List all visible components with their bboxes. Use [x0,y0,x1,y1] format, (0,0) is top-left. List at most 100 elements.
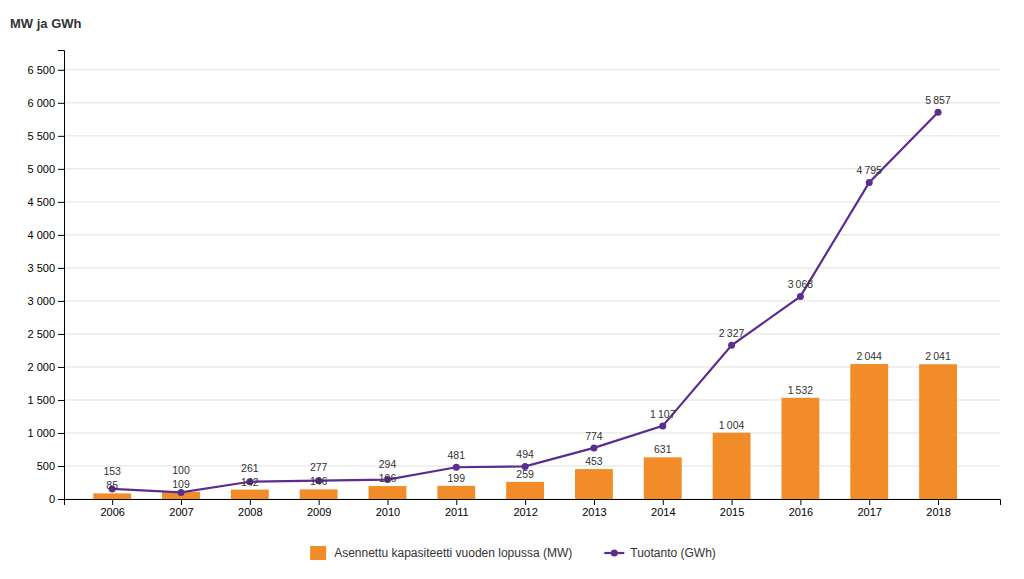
tick-mark [387,499,388,505]
tick-label: 2016 [789,506,813,518]
tick-mark [58,268,64,269]
data-label: 1 532 [788,384,814,396]
tick-label: 500 [37,460,55,472]
tick: 2007 [169,499,193,518]
tick-mark [938,499,939,505]
marker [797,293,804,300]
tick: 2009 [307,499,331,518]
data-label: 100 [172,464,190,476]
grid [64,70,1000,499]
tick: 2016 [789,499,813,518]
tick-label: 1 500 [27,394,55,406]
tick-label: 1 000 [27,427,55,439]
tick-mark [732,499,733,505]
tick: 2012 [513,499,537,518]
grid-line [64,333,1000,334]
marker [178,489,185,496]
tick-mark [58,433,64,434]
legend-label: Asennettu kapasiteetti vuoden lopussa (M… [334,546,572,560]
tick: 2015 [720,499,744,518]
grid-line [64,267,1000,268]
tick: 2018 [926,499,950,518]
tick-label: 2008 [238,506,262,518]
tick-label: 2011 [445,506,469,518]
tick: 0 [49,493,64,505]
tick: 3 000 [27,295,64,307]
tick-mark [58,466,64,467]
axis-line [65,500,1001,506]
grid-line [64,102,1000,103]
legend-swatch [611,550,618,557]
tick-label: 2014 [651,506,675,518]
data-label: 261 [241,462,259,474]
tick-label: 2012 [513,506,537,518]
tick-label: 0 [49,493,55,505]
tick-label: 6 500 [27,64,55,76]
bar [506,482,544,499]
data-label: 5 857 [925,94,951,106]
tick: 3 500 [27,262,64,274]
tick-label: 2017 [857,506,881,518]
tick-mark [594,499,595,505]
data-label: 109 [172,478,190,490]
data-label: 2 041 [925,350,951,362]
bar [93,493,131,499]
legend: Asennettu kapasiteetti vuoden lopussa (M… [310,546,716,560]
grid-line [64,69,1000,70]
y-axis-title: MW ja GWh [10,16,82,31]
bar [850,364,888,499]
data-label: 259 [516,468,534,480]
data-label: 2 044 [857,350,883,362]
tick-mark [58,301,64,302]
data-label: 631 [654,443,672,455]
data-label: 1 004 [719,419,745,431]
tick-mark [58,334,64,335]
tick-label: 2007 [169,506,193,518]
grid-line [64,300,1000,301]
data-label: 199 [448,472,466,484]
tick: 4 000 [27,229,64,241]
tick-label: 2 000 [27,361,55,373]
tick: 4 500 [27,196,64,208]
tick-label: 4 500 [27,196,55,208]
tick-mark [181,499,182,505]
tick: 6 000 [27,97,64,109]
tick-label: 2013 [582,506,606,518]
tick-mark [58,367,64,368]
tick-mark [456,499,457,505]
tick: 5 500 [27,130,64,142]
data-label: 277 [310,461,328,473]
tick-label: 2 500 [27,328,55,340]
bar-series [93,364,957,499]
data-label: 2 327 [719,327,745,339]
tick: 2010 [376,499,400,518]
legend-label: Tuotanto (GWh) [630,546,716,560]
data-label: 4 795 [857,164,883,176]
data-label: 146 [310,475,328,487]
data-label: 774 [585,430,603,442]
data-label: 494 [516,448,534,460]
bar [575,469,613,499]
tick-label: 2010 [376,506,400,518]
tick-label: 3 500 [27,262,55,274]
grid-line [64,234,1000,235]
marker [935,109,942,116]
tick-label: 2018 [926,506,950,518]
tick-mark [112,499,113,505]
bar [231,490,269,499]
tick: 500 [37,460,64,472]
x-axis: 2006 2007 2008 2009 2010 2011 2012 2013 2014 2015… [65,499,1001,518]
grid-line [64,135,1000,136]
bar [919,364,957,499]
tick-label: 2006 [100,506,124,518]
marker [728,342,735,349]
tick-label: 3 000 [27,295,55,307]
bar [300,489,338,499]
bar [369,486,407,499]
tick-mark [58,70,64,71]
legend-swatch [310,546,326,560]
data-label: 453 [585,455,603,467]
tick-mark [250,499,251,505]
tick-label: 6 000 [27,97,55,109]
legend-item: Asennettu kapasiteetti vuoden lopussa (M… [310,546,572,560]
